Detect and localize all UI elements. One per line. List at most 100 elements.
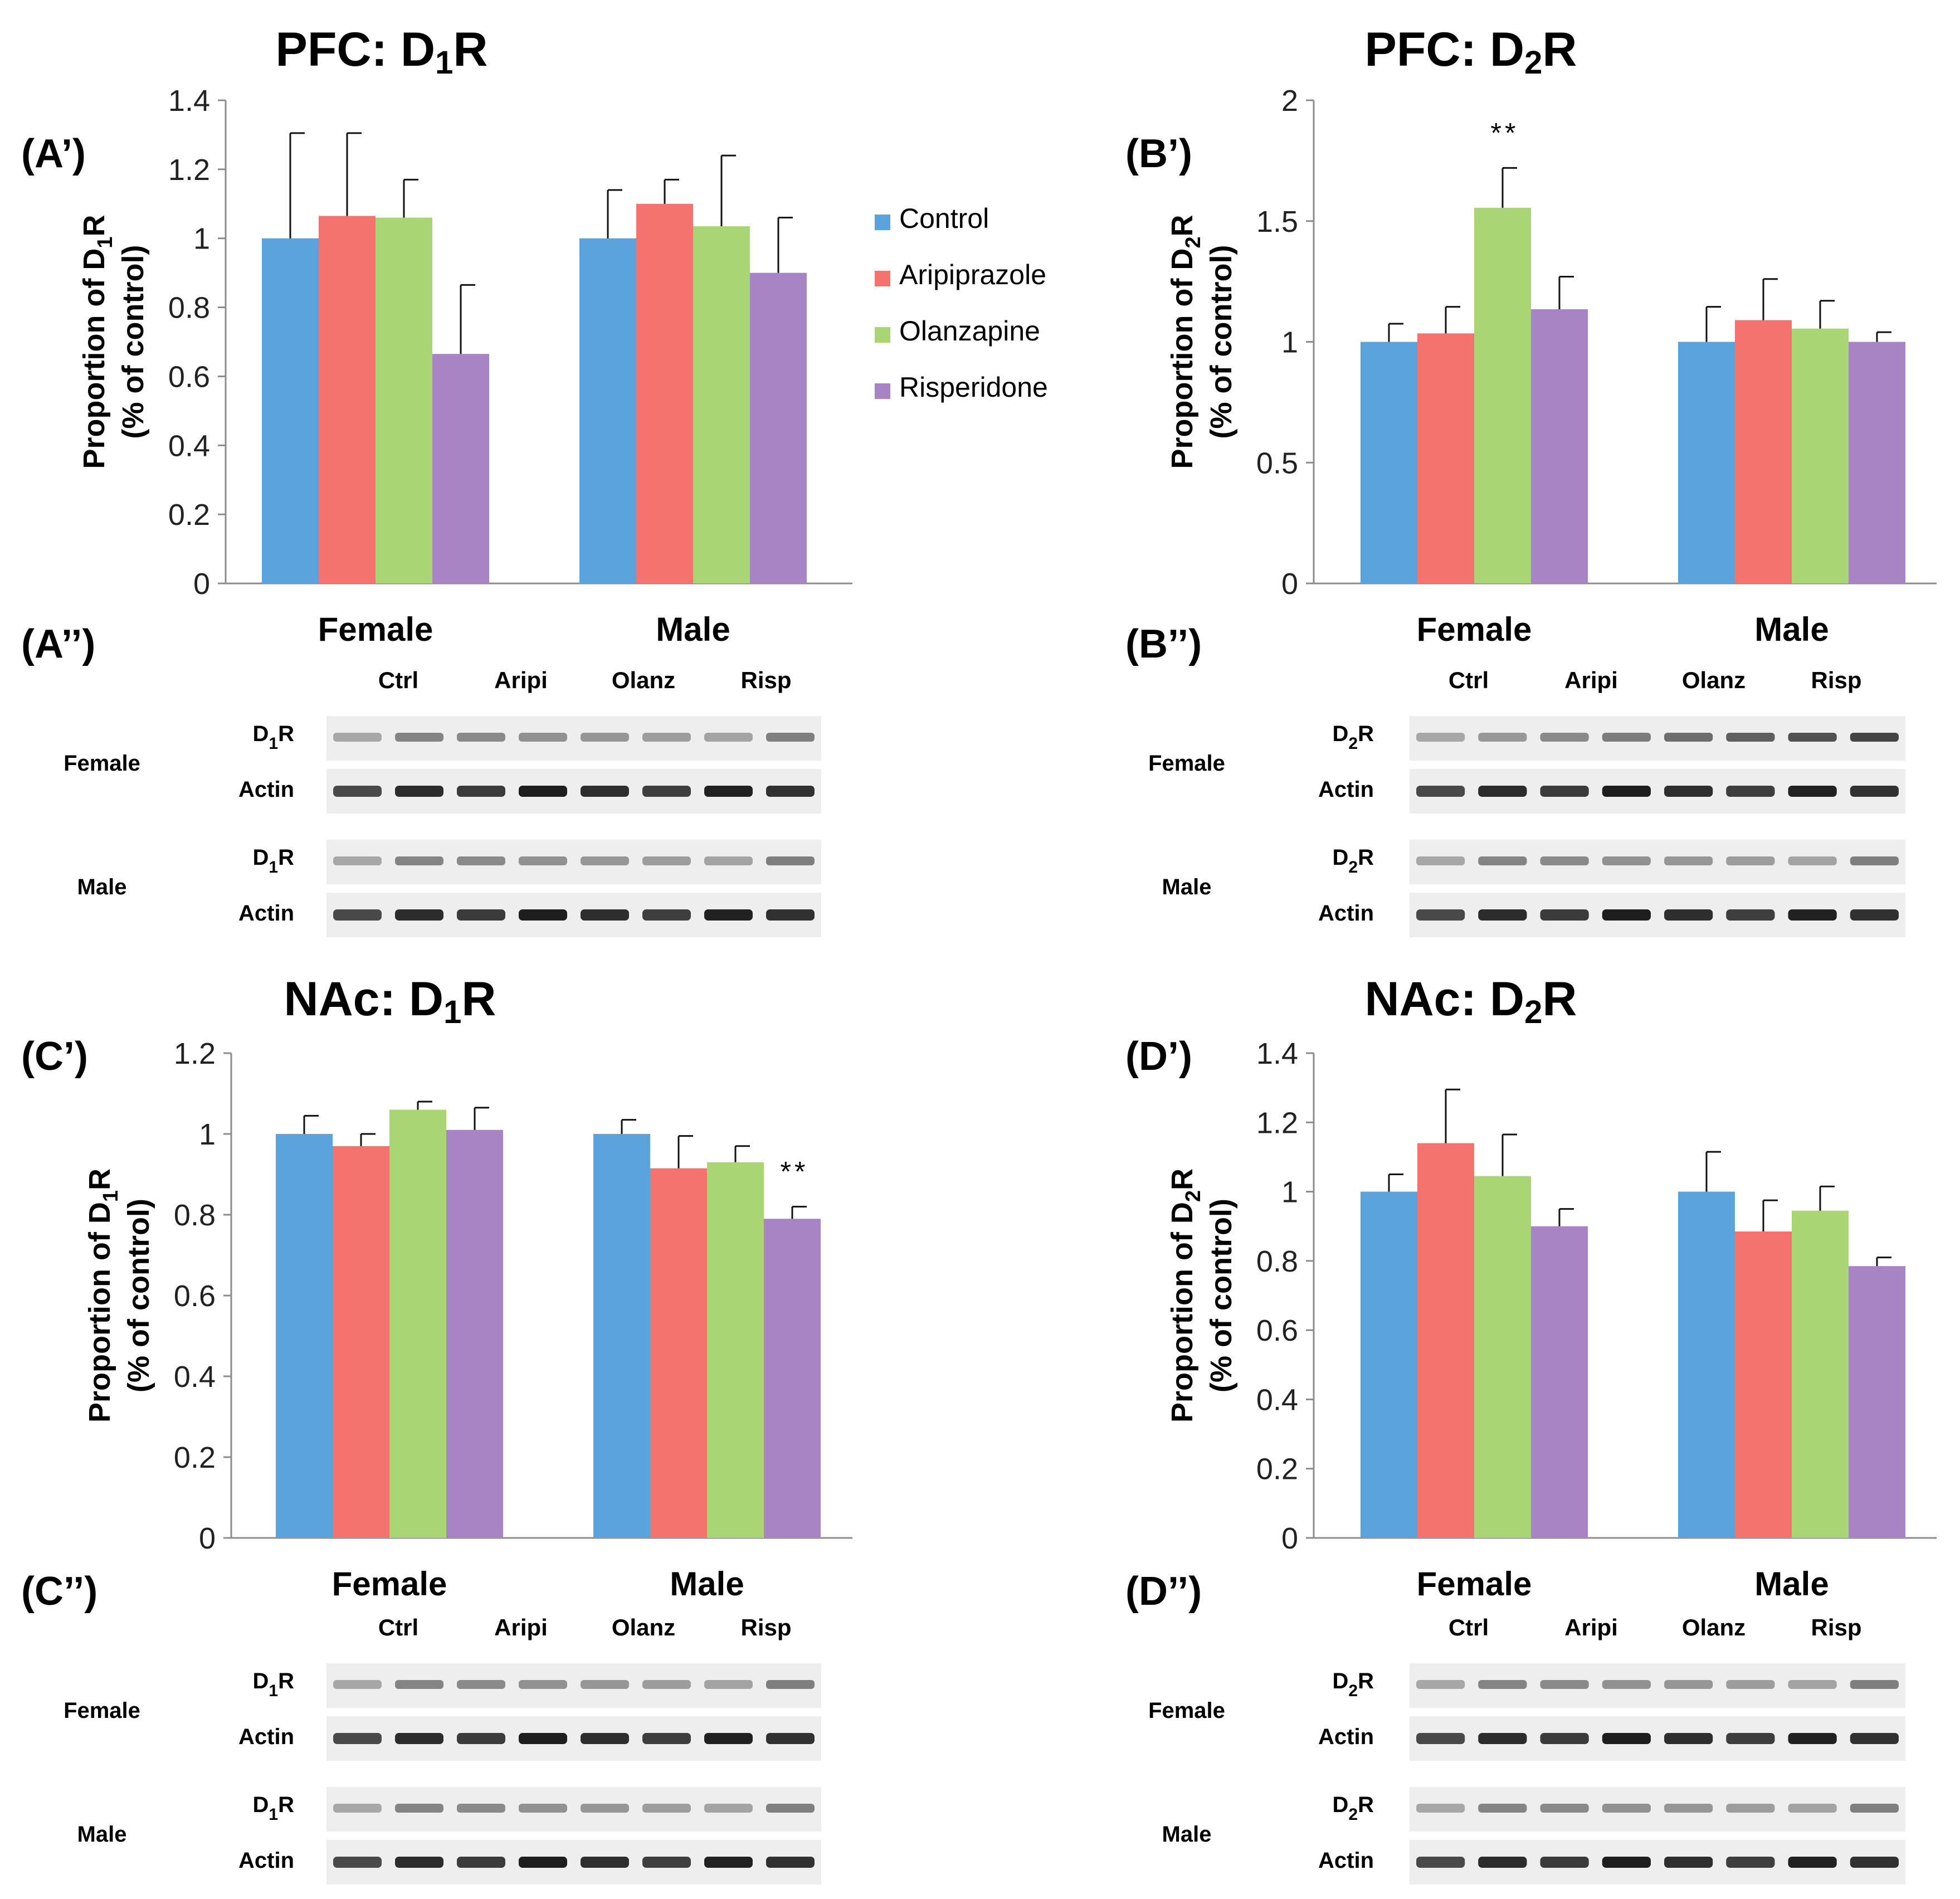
y-tick-label: 0.8 [168,291,210,325]
blot-sex-label: Female [1148,1698,1225,1723]
blot-actin-band [704,1733,753,1744]
blot-lane-label: Aripi [1564,1614,1618,1640]
blot-receptor-label-part-pre: D [253,722,269,746]
y-axis-label-line1: Proportion of D2R [1166,215,1205,469]
blot-receptor-band [1664,733,1713,742]
blot-receptor-band [1726,733,1775,742]
y-tick-label: 1 [199,1118,216,1151]
blot-receptor-band [1850,1680,1899,1689]
blot-lane-label: Ctrl [1449,1614,1489,1640]
y-tick-label: 0.4 [174,1360,216,1394]
y-tick-label: 0 [1281,1522,1298,1555]
blot-receptor-band [1540,1804,1589,1813]
blot-receptor-label-part-pre: D [253,1669,269,1693]
bar-female-control [276,1134,333,1538]
blot-sex-label: Female [1148,751,1225,776]
y-tick-label: 0.4 [1256,1383,1298,1416]
panel-label: (C’) [21,1034,88,1079]
y-tick-label: 0.6 [168,360,210,393]
bar-female-risperidone [432,354,489,583]
bar-male-control [1678,342,1735,583]
y-tick-label: 1 [1281,326,1298,359]
blot-actin-band [457,1733,505,1744]
y-axis-label-line2: (% of control) [122,1199,155,1392]
y-tick-label: 1.2 [1256,1106,1298,1140]
blot-receptor-band [1788,733,1837,742]
bar-male-aripiprazole [636,203,693,583]
y-tick-label: 1 [193,222,210,256]
blot-actin-band [1478,909,1527,921]
panel-d: NAc: D2R(D’)(D’’)00.20.40.60.811.21.4Pro… [1125,972,1937,1885]
blot-actin-band [704,1857,753,1868]
blot-receptor-label: D2R [1333,1669,1374,1700]
panel-title-part-pre: PFC: D [1364,23,1524,76]
blot-actin-band [1726,1857,1775,1868]
blot-receptor-band [1788,856,1837,865]
blot-actin-band [333,1857,382,1868]
x-category-label: Male [670,1565,744,1603]
blot-sex-label: Male [77,1822,127,1847]
blot-receptor-band [642,733,691,742]
blot-actin-band [395,1733,443,1744]
bar-female-control [1361,1191,1417,1538]
y-tick-label: 0 [1281,567,1298,601]
blot-actin-band [581,909,629,921]
blot-lane-labels: Ctrl Aripi Olanz Risp [1449,1614,1862,1640]
blot-actin-band [1540,1733,1589,1744]
blot-receptor-label-part-pre: D [1333,722,1349,746]
blot-actin-band [1416,909,1465,921]
blot-receptor-band [1416,733,1465,742]
blot-receptor-band [1540,856,1589,865]
blot-actin-label: Actin [1318,1725,1374,1749]
blot-lane-label: Olanz [612,667,675,693]
blot-receptor-band [1540,1680,1589,1689]
blot-sex-label: Female [64,751,140,776]
blot-receptor-band [333,856,382,865]
blot-lane-label: Olanz [1682,1614,1746,1640]
blot-receptor-band [1602,856,1651,865]
blot-receptor-band [766,1804,815,1813]
blot-receptor-band [1478,1680,1527,1689]
blot-receptor-label: D2R [1333,1793,1374,1824]
blot-actin-band [642,786,691,797]
bar-male-olanzapine [693,226,750,583]
blot-actin-band [1602,1733,1651,1744]
blot-receptor-label: D1R [253,1669,295,1700]
bar-female-aripiprazole [1417,1143,1474,1538]
y-tick-label: 0.6 [174,1279,216,1313]
blot-receptor-band [519,1804,567,1813]
blot-actin-band [1540,786,1589,797]
bar-female-control [1361,342,1417,583]
blot-receptor-band [642,1680,691,1689]
blot-actin-band [766,1733,815,1744]
blot-receptor-band [1478,856,1527,865]
blot-receptor-label-part-sub: 2 [1348,734,1358,753]
y-axis-label-line1: Proportion of D1R [77,215,117,469]
y-axis-label-line1-part-pre: Proportion of D [1166,1202,1199,1423]
y-axis-label-line1-part-post: R [77,215,111,236]
y-tick-label: 1.4 [168,84,210,118]
blot-lane-label: Ctrl [378,667,418,693]
blot-actin-band [1788,1857,1837,1868]
blot-sex-label: Female [64,1698,140,1723]
blot-receptor-band [642,856,691,865]
y-axis-label-line1: Proportion of D1R [83,1168,123,1423]
blot-receptor-band [395,856,443,865]
blot-actin-band [395,909,443,921]
legend-label-control: Control [899,203,989,234]
y-tick-label: 1.5 [1256,205,1298,238]
y-tick-label: 0.5 [1256,446,1298,480]
blot-receptor-label: D1R [253,1793,295,1824]
blot-actin-label: Actin [238,1725,294,1749]
blot-receptor-band [1850,856,1899,865]
blot-actin-band [1850,1733,1899,1744]
blot-receptor-label-part-post: R [278,1669,294,1693]
blot-receptor-band [1664,1804,1713,1813]
blot-actin-band [457,786,505,797]
panel-title: PFC: D1R [275,23,487,81]
blot-receptor-band [1416,1680,1465,1689]
blot-panel-label: (A’’) [21,622,95,666]
blot-receptor-label: D1R [253,845,295,877]
